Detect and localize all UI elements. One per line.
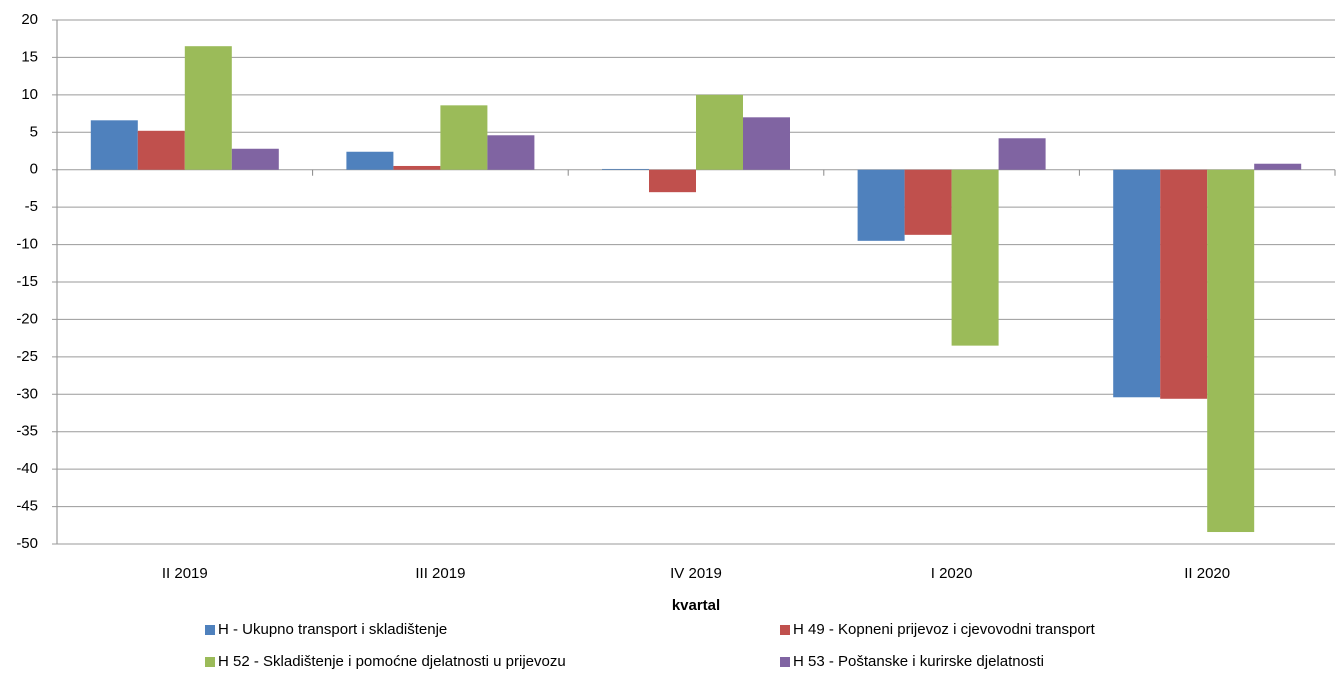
y-tick-label: 10: [21, 86, 38, 103]
bar: [1254, 163, 1302, 170]
y-tick-label: -50: [16, 535, 38, 552]
x-tick-label: III 2019: [415, 565, 465, 582]
bar: [743, 117, 790, 170]
bar: [1160, 169, 1208, 399]
bar: [904, 169, 952, 235]
x-axis-title: kvartal: [672, 597, 720, 614]
y-tick-label: -40: [16, 460, 38, 477]
y-tick-label: 15: [21, 48, 38, 65]
bar: [137, 130, 185, 170]
bar: [487, 135, 535, 170]
y-tick-label: 20: [21, 11, 38, 28]
legend-label: H 49 - Kopneni prijevoz i cjevovodni tra…: [793, 621, 1096, 638]
legend-label: H 53 - Poštanske i kurirske djelatnosti: [793, 653, 1044, 670]
bar: [393, 165, 441, 170]
y-tick-label: -25: [16, 348, 38, 365]
bar: [1113, 169, 1161, 398]
legend-swatch: [780, 657, 790, 667]
bar: [231, 148, 279, 170]
y-tick-label: 5: [30, 123, 38, 140]
y-tick-label: -10: [16, 236, 38, 253]
bar: [951, 169, 999, 346]
bar: [857, 169, 905, 241]
bar: [90, 120, 138, 170]
legend-label: H 52 - Skladištenje i pomoćne djelatnost…: [218, 653, 566, 670]
y-tick-label: -5: [25, 198, 38, 215]
bar: [440, 105, 488, 170]
y-tick-label: -20: [16, 310, 38, 327]
y-tick-label: -45: [16, 498, 38, 515]
x-tick-label: II 2019: [162, 565, 208, 582]
bar: [346, 151, 394, 170]
legend-swatch: [780, 625, 790, 635]
bar: [1207, 169, 1255, 533]
bar: [184, 46, 232, 170]
legend-label: H - Ukupno transport i skladištenje: [218, 621, 447, 638]
legend-swatch: [205, 657, 215, 667]
bar: [696, 94, 743, 170]
x-tick-label: II 2020: [1184, 565, 1230, 582]
y-tick-label: -15: [16, 273, 38, 290]
y-tick-label: -35: [16, 423, 38, 440]
y-tick-label: 0: [30, 161, 38, 178]
legend-swatch: [205, 625, 215, 635]
x-tick-label: I 2020: [931, 565, 973, 582]
bar: [649, 169, 696, 193]
y-tick-label: -30: [16, 385, 38, 402]
x-tick-label: IV 2019: [670, 565, 722, 582]
bar: [998, 138, 1046, 170]
bar: [602, 168, 649, 170]
